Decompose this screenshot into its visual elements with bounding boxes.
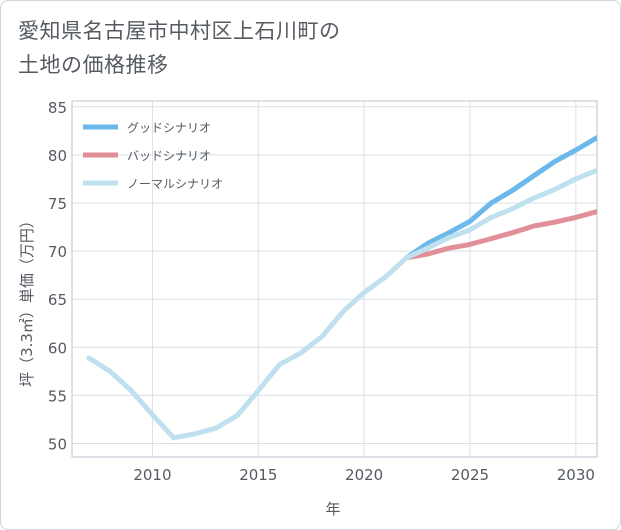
plot-area-border <box>71 100 598 458</box>
series-line-2 <box>404 209 597 261</box>
chart-title-line-1: 愛知県名古屋市中村区上石川町の <box>18 19 341 43</box>
x-tick-label: 2010 <box>133 466 171 484</box>
x-tick-label: 2030 <box>557 466 595 484</box>
series-line-3 <box>86 167 597 441</box>
series-layer <box>86 135 597 441</box>
y-tick-label: 60 <box>48 339 67 357</box>
y-tick-label: 50 <box>48 436 67 454</box>
y-tick-label: 65 <box>48 291 67 309</box>
y-tick-label: 55 <box>48 387 67 405</box>
x-axis-label: 年 <box>325 500 340 518</box>
y-tick-label: 85 <box>48 99 67 117</box>
chart-title-line-2: 土地の価格推移 <box>18 53 169 77</box>
grid-lines <box>72 101 597 457</box>
series-line-1 <box>404 135 597 261</box>
y-axis-label: 坪（3.3㎡）単価（万円） <box>18 213 36 387</box>
chart-title: 愛知県名古屋市中村区上石川町の 土地の価格推移 <box>18 14 578 82</box>
y-tick-label: 80 <box>48 147 67 165</box>
y-tick-label: 75 <box>48 195 67 213</box>
x-tick-label: 2015 <box>239 466 277 484</box>
x-tick-label: 2020 <box>345 466 383 484</box>
legend-label: バッドシナリオ <box>127 149 211 163</box>
y-tick-label: 70 <box>48 243 67 261</box>
axis-ticks: 50 55 60 65 70 75 80 85 2010 2015 2020 2025 2030 <box>48 99 595 484</box>
x-tick-label: 2025 <box>451 466 489 484</box>
legend-label: ノーマルシナリオ <box>127 177 223 191</box>
legend-label: グッドシナリオ <box>127 121 211 135</box>
